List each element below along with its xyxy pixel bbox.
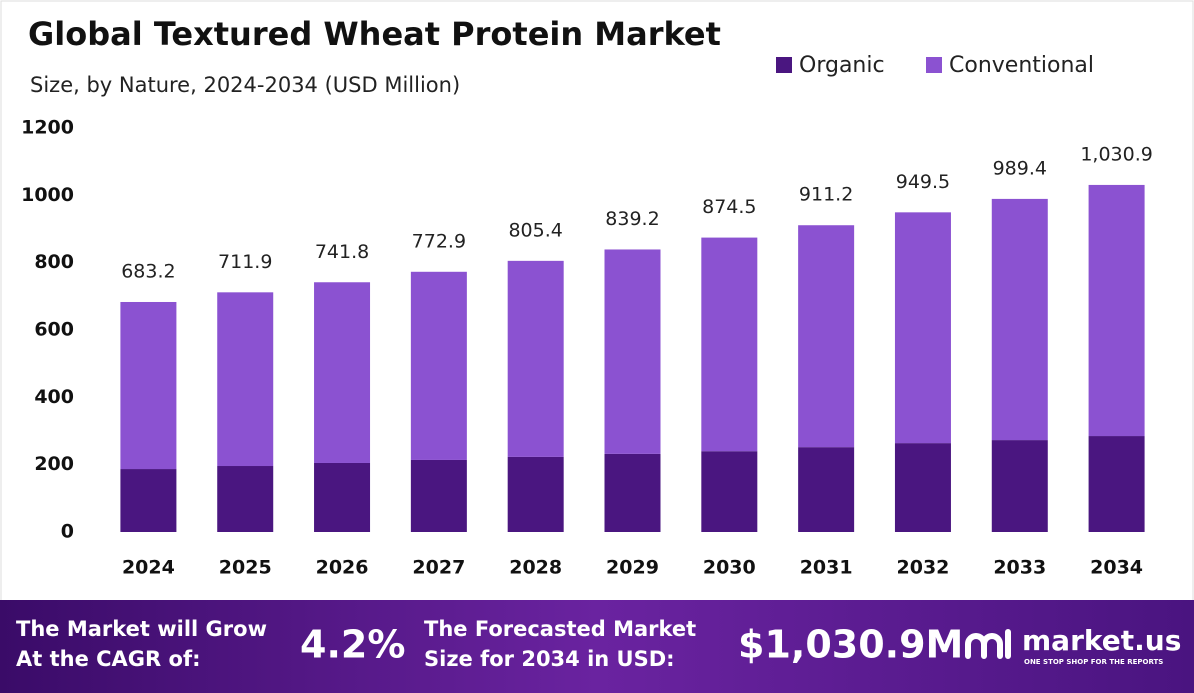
total-label: 874.5 [702,196,756,218]
cagr-text: The Market will Grow [16,617,267,641]
legend-label: Organic [799,53,885,78]
y-tick-label: 600 [34,319,74,341]
forecast-value: $1,030.9M [738,623,963,667]
bar-segment [701,451,758,532]
x-tick-label: 2026 [316,557,369,579]
cagr-value: 4.2% [300,623,405,667]
legend-swatch [776,57,792,73]
bar-segment [701,237,758,452]
chart-subtitle: Size, by Nature, 2024-2034 (USD Million) [30,73,460,97]
y-tick-label: 1200 [21,117,74,139]
x-tick-label: 2025 [219,557,272,579]
x-tick-label: 2032 [897,557,950,579]
total-label: 711.9 [218,251,272,273]
bar-segment [217,466,274,532]
bar-segment [217,292,274,467]
bar-segment [798,447,855,532]
forecast-text: Size for 2034 in USD: [424,647,675,671]
x-tick-label: 2030 [703,557,756,579]
x-tick-label: 2028 [509,557,562,579]
y-tick-label: 1000 [21,184,74,206]
bar-segment [410,271,467,460]
x-tick-label: 2024 [122,557,175,579]
tagline: ONE STOP SHOP FOR THE REPORTS [1024,658,1163,666]
total-label: 989.4 [993,157,1047,179]
brand-logo [965,629,1011,659]
x-tick-label: 2027 [412,557,465,579]
legend-swatch [926,57,942,73]
bar-segment [314,462,371,532]
bar-segment [410,459,467,532]
cagr-text: At the CAGR of: [16,647,201,671]
chart-title: Global Textured Wheat Protein Market [28,15,721,53]
y-tick-label: 200 [34,453,74,475]
total-label: 839.2 [605,208,659,230]
bar-segment [314,282,371,463]
bar-segment [991,198,1048,441]
total-label: 1,030.9 [1080,143,1153,165]
total-label: 683.2 [121,260,175,282]
bar-segment [894,212,951,444]
bar-segment [1088,184,1145,437]
bar-segment [991,440,1048,532]
bar-segment [120,301,177,470]
bar-segment [507,260,564,457]
brand: market.us [1022,624,1181,657]
y-tick-label: 400 [34,386,74,408]
forecast-text: The Forecasted Market [424,617,696,641]
bar-segment [120,469,177,532]
x-tick-label: 2034 [1090,557,1143,579]
bar-segment [507,456,564,532]
total-label: 741.8 [315,241,369,263]
y-tick-label: 0 [61,521,74,543]
y-tick-label: 800 [34,251,74,273]
total-label: 911.2 [799,184,853,206]
x-tick-label: 2031 [800,557,853,579]
x-tick-label: 2029 [606,557,659,579]
total-label: 949.5 [896,171,950,193]
bar-segment [1088,436,1145,532]
legend-label: Conventional [949,53,1094,78]
total-label: 772.9 [412,230,466,252]
bar-segment [604,249,661,454]
bar-segment [894,443,951,532]
bar-segment [798,225,855,448]
footer-band [0,600,1194,693]
total-label: 805.4 [508,219,562,241]
bar-segment [604,453,661,532]
x-tick-label: 2033 [993,557,1046,579]
